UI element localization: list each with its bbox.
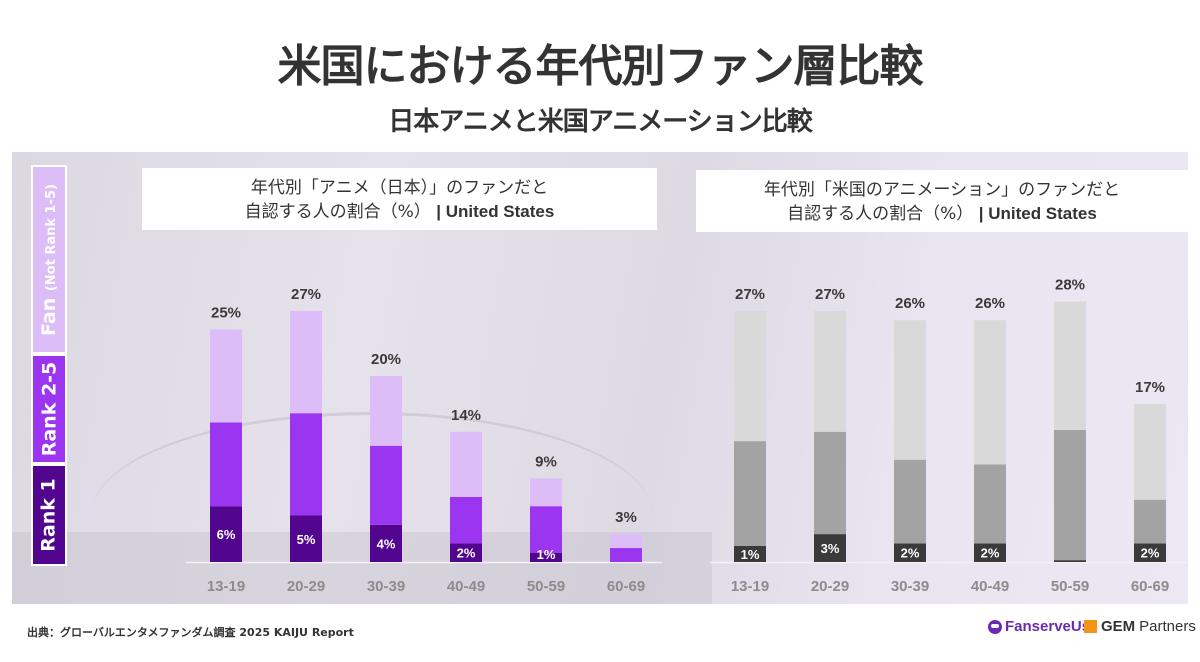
chart-title-us-animation: 年代別「米国のアニメーション」のファンだと 自認する人の割合（%） | Unit…: [696, 170, 1188, 232]
rank1-label: 1%: [537, 547, 556, 562]
chart-title-line1: 年代別「アニメ（日本）」のファンだと: [250, 178, 549, 198]
total-label: 3%: [615, 509, 637, 526]
total-label: 25%: [211, 305, 241, 322]
bar-segment-rank-1: [290, 515, 322, 562]
x-tick-label: 20-29: [287, 578, 325, 595]
bar-segment-fan-not-rank-1-5: [974, 320, 1006, 465]
x-tick-label: 60-69: [1131, 578, 1169, 595]
rank1-label: 2%: [1141, 546, 1160, 561]
bar-segment-rank-2-5: [734, 441, 766, 553]
gem-logo-bold: GEM: [1101, 618, 1136, 635]
rank1-label-box: [734, 546, 766, 562]
bar-segment-rank-1: [894, 543, 926, 562]
x-tick-label: 50-59: [527, 578, 565, 595]
bar-segment-rank-1: [210, 506, 242, 562]
gem-square-icon: [1084, 620, 1097, 633]
bar-segment-rank-2-5: [814, 431, 846, 535]
total-label: 9%: [535, 453, 557, 470]
x-tick-label: 30-39: [891, 578, 929, 595]
total-label: 17%: [1135, 379, 1165, 396]
rank1-label: 4%: [377, 536, 396, 551]
bar-segment-rank-2-5: [450, 496, 482, 544]
x-tick-label: 40-49: [447, 578, 485, 595]
chart-title-line2: 自認する人の割合（%）: [787, 204, 974, 224]
bar-segment-fan-not-rank-1-5: [210, 329, 242, 423]
chart-title-line1: 年代別「米国のアニメーション」のファンだと: [763, 180, 1121, 200]
x-tick-label: 30-39: [367, 578, 405, 595]
bar-segment-fan-not-rank-1-5: [1134, 403, 1166, 500]
bar-segment-rank-2-5: [894, 459, 926, 544]
bar-segment-rank-2-5: [974, 464, 1006, 544]
page-title: 米国における年代別ファン層比較: [277, 41, 924, 92]
total-label: 26%: [895, 295, 925, 312]
bar-segment-rank-2-5: [290, 413, 322, 516]
x-tick-label: 13-19: [207, 578, 245, 595]
bar-segment-fan-not-rank-1-5: [1054, 301, 1086, 430]
rank1-label: 2%: [901, 546, 920, 561]
bar-segment-rank-2-5: [210, 422, 242, 507]
bar-segment-rank-1: [530, 552, 562, 562]
rank1-label: 5%: [297, 532, 316, 547]
total-label: 27%: [291, 286, 321, 303]
chart-title-region: | United States: [978, 204, 1097, 223]
bar-segment-rank-2-5: [530, 506, 562, 553]
legend: Fan (Not Rank 1-5) Rank 2-5 Rank 1: [31, 165, 67, 566]
total-label: 27%: [815, 286, 845, 303]
rank1-label: 6%: [217, 527, 236, 542]
source-citation: 出典：グローバルエンタメファンダム調査 2025 KAIJU Report: [27, 626, 354, 639]
chart-title-japan-anime: 年代別「アニメ（日本）」のファンだと 自認する人の割合（%） | United …: [142, 168, 657, 230]
total-label: 20%: [371, 351, 401, 368]
total-label: 14%: [451, 407, 481, 424]
bar-segment-rank-1: [1054, 560, 1086, 562]
legend-item-rank2-5: Rank 2-5: [31, 354, 67, 464]
bar-segment-fan-not-rank-1-5: [290, 310, 322, 414]
bar-segment-rank-1: [450, 543, 482, 562]
total-label: 27%: [735, 286, 765, 303]
bar-segment-fan-not-rank-1-5: [370, 376, 402, 446]
bar-segment-fan-not-rank-1-5: [610, 534, 642, 549]
page-subtitle: 日本アニメと米国アニメーション比較: [388, 107, 812, 137]
rank1-label: 3%: [821, 541, 840, 556]
fanserveus-mascot-icon: [988, 619, 1002, 634]
bar-segment-rank-2-5: [370, 445, 402, 525]
total-label: 26%: [975, 295, 1005, 312]
x-tick-label: 40-49: [971, 578, 1009, 595]
chart-title-region: | United States: [436, 202, 555, 221]
bar-segment-rank-2-5: [1134, 499, 1166, 544]
bar-segment-fan-not-rank-1-5: [450, 431, 482, 497]
rank1-label: 2%: [981, 546, 1000, 561]
bar-segment-fan-not-rank-1-5: [734, 310, 766, 442]
x-tick-label: 13-19: [731, 578, 769, 595]
x-tick-label: 20-29: [811, 578, 849, 595]
legend-item-fan: Fan (Not Rank 1-5): [31, 165, 67, 354]
bar-segment-rank-2-5: [610, 548, 642, 562]
legend-item-rank1: Rank 1: [31, 464, 67, 566]
gem-logo-rest: Partners: [1139, 618, 1196, 635]
total-label: 28%: [1055, 277, 1085, 294]
bar-segment-rank-1: [1134, 543, 1166, 562]
bar-segment-fan-not-rank-1-5: [530, 478, 562, 507]
x-tick-label: 60-69: [607, 578, 645, 595]
bar-segment-rank-1: [814, 534, 846, 562]
chart-title-line2: 自認する人の割合（%）: [244, 202, 431, 222]
gem-partners-logo: GEM Partners: [1084, 618, 1196, 635]
fanserveus-logo-text: FanserveUs: [1005, 618, 1091, 635]
rank1-label: 2%: [457, 546, 476, 561]
rank1-label: 1%: [741, 547, 760, 562]
fanserveus-logo: FanserveUs: [988, 618, 1090, 635]
x-tick-label: 50-59: [1051, 578, 1089, 595]
bar-segment-rank-1: [974, 543, 1006, 562]
bar-segment-rank-1: [370, 524, 402, 562]
bar-segment-fan-not-rank-1-5: [894, 320, 926, 460]
bar-segment-rank-2-5: [1054, 429, 1086, 561]
background-building-base: [12, 532, 712, 604]
bar-segment-fan-not-rank-1-5: [814, 310, 846, 432]
